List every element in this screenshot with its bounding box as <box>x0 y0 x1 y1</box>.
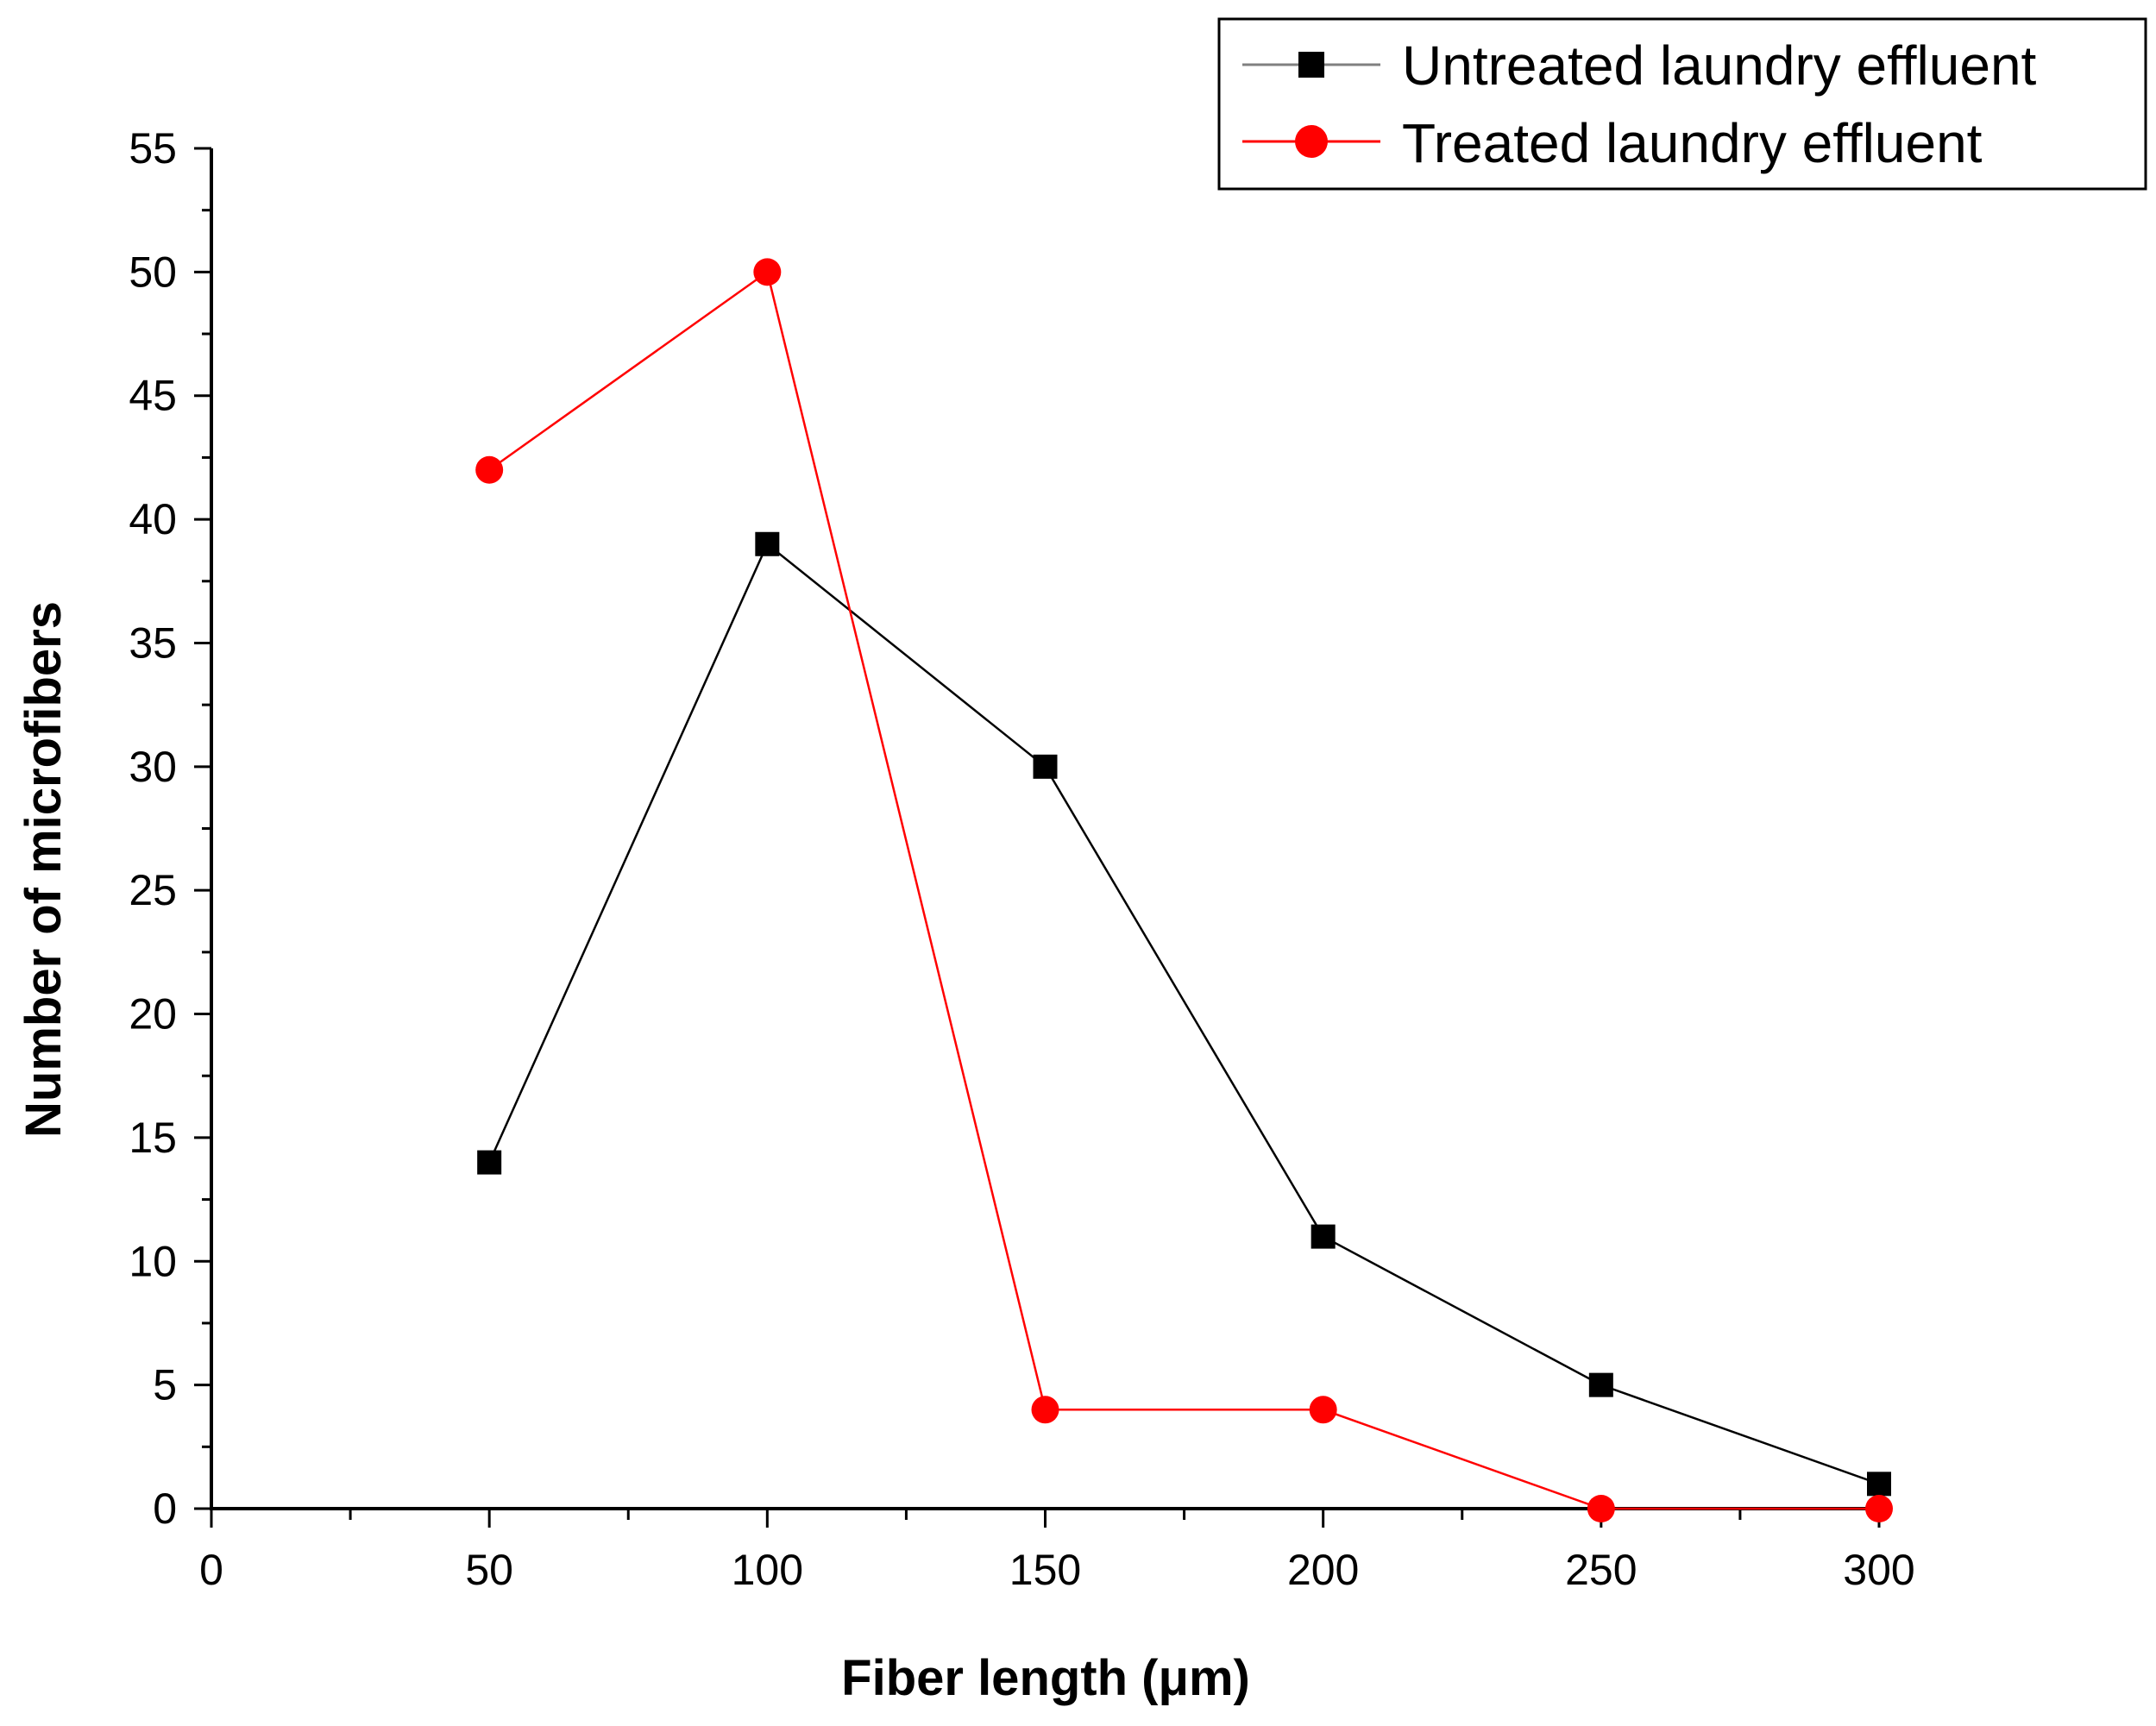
x-axis-title: Fiber length (μm) <box>841 1650 1250 1706</box>
data-point-circle <box>1865 1495 1893 1522</box>
data-point-circle <box>475 455 504 484</box>
data-point-circle <box>753 258 782 286</box>
data-point-square <box>755 531 780 556</box>
x-tick-label: 200 <box>1287 1546 1359 1594</box>
legend-label-untreated: Untreated laundry effluent <box>1402 35 2037 97</box>
series-line-1 <box>488 270 1879 1510</box>
data-point-circle <box>1031 1396 1059 1424</box>
series-markers <box>475 258 1893 1522</box>
legend-marker-untreated <box>1298 52 1324 78</box>
y-tick-label: 25 <box>129 866 177 914</box>
data-point-square <box>1311 1224 1336 1249</box>
y-tick-label: 40 <box>129 495 177 543</box>
data-point-square <box>1867 1472 1891 1497</box>
legend-label-treated: Treated laundry effluent <box>1402 112 1983 174</box>
y-tick-label: 20 <box>129 990 177 1039</box>
y-tick-label: 30 <box>129 743 177 791</box>
ticks: 0 5 10 15 20 25 30 35 40 45 50 55 0 50 100 150 200 250 300 <box>129 124 1914 1594</box>
y-tick-label: 45 <box>129 372 177 420</box>
legend-box <box>1217 17 2147 191</box>
data-point-square <box>477 1150 502 1175</box>
series-line-0 <box>488 542 1880 1485</box>
x-tick-label: 100 <box>732 1546 803 1594</box>
axes <box>210 148 1881 1510</box>
y-tick-label: 50 <box>129 248 177 296</box>
x-tick-label: 300 <box>1843 1546 1914 1594</box>
y-tick-label: 15 <box>129 1114 177 1162</box>
data-point-square <box>1033 754 1058 779</box>
x-tick-label: 250 <box>1565 1546 1637 1594</box>
y-tick-label: 35 <box>129 618 177 667</box>
y-tick-label: 10 <box>129 1237 177 1285</box>
data-point-square <box>1588 1372 1613 1397</box>
data-point-circle <box>1309 1396 1337 1424</box>
y-axis-title: Number of microfibers <box>16 601 72 1138</box>
x-tick-label: 0 <box>199 1546 223 1594</box>
y-tick-label: 5 <box>153 1361 177 1409</box>
series-lines <box>488 270 1880 1510</box>
data-point-circle <box>1587 1495 1615 1522</box>
legend-marker-treated <box>1295 125 1328 158</box>
y-tick-label: 0 <box>153 1484 177 1533</box>
x-tick-label: 150 <box>1009 1546 1081 1594</box>
legend: Untreated laundry effluent Treated laund… <box>1217 17 2147 191</box>
y-tick-label: 55 <box>129 124 177 173</box>
x-tick-label: 50 <box>465 1546 513 1594</box>
